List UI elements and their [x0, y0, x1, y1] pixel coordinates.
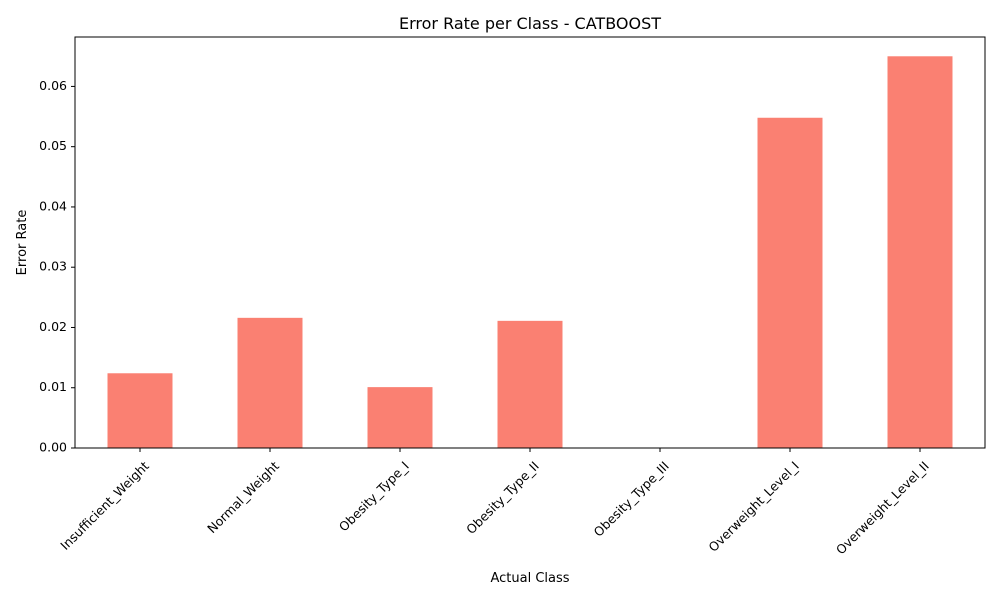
- x-tick-label: Obesity_Type_III: [591, 458, 672, 539]
- y-tick-label: 0.01: [39, 379, 67, 394]
- x-tick-label: Insufficient_Weight: [57, 458, 152, 553]
- bar-obesity-type-i: [367, 387, 433, 448]
- y-axis-ticks: 0.00 0.01 0.02 0.03 0.04 0.05 0.06: [39, 78, 75, 455]
- y-tick-label: 0.06: [39, 78, 67, 93]
- y-tick-label: 0.03: [39, 259, 67, 274]
- bar-normal-weight: [237, 317, 303, 448]
- x-tick-label: Overweight_Level_II: [833, 458, 932, 557]
- x-axis-ticks: Insufficient_Weight Normal_Weight Obesity_…: [57, 448, 932, 557]
- plot-frame: [74, 36, 986, 449]
- y-tick-label: 0.02: [39, 319, 67, 334]
- chart-title: Error Rate per Class - CATBOOST: [399, 14, 661, 33]
- x-tick-label: Overweight_Level_I: [705, 458, 801, 554]
- bar-obesity-type-ii: [497, 320, 563, 448]
- y-tick-label: 0.05: [39, 138, 67, 153]
- x-tick-label: Obesity_Type_II: [463, 458, 542, 537]
- x-tick-label: Normal_Weight: [204, 458, 282, 536]
- bars-group: [107, 56, 953, 449]
- y-tick-label: 0.00: [39, 440, 67, 455]
- y-tick-label: 0.04: [39, 198, 67, 213]
- x-axis-label: Actual Class: [490, 571, 569, 586]
- bar-insufficient-weight: [107, 373, 173, 448]
- x-tick-label: Obesity_Type_I: [336, 458, 412, 534]
- y-axis-label: Error Rate: [15, 210, 30, 276]
- bar-overweight-level-i: [757, 117, 823, 448]
- bar-overweight-level-ii: [887, 56, 953, 449]
